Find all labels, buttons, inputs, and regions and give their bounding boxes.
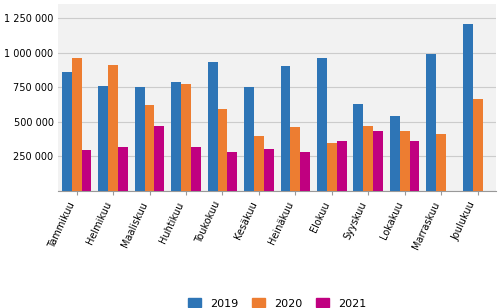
Bar (426, 54, 436, 191)
Bar (280, 66, 290, 191)
Bar (171, 82, 181, 191)
Bar (336, 141, 346, 191)
Bar (364, 126, 373, 191)
Bar (181, 84, 191, 191)
Bar (400, 132, 409, 191)
Bar (228, 152, 237, 191)
Bar (191, 147, 200, 191)
Bar (72, 58, 82, 191)
Bar (218, 109, 228, 191)
Bar (390, 116, 400, 191)
Bar (300, 152, 310, 191)
Bar (254, 136, 264, 191)
Bar (317, 58, 327, 191)
Bar (154, 126, 164, 191)
Bar (410, 141, 420, 191)
Legend: 2019, 2020, 2021: 2019, 2020, 2021 (184, 294, 370, 308)
Bar (208, 62, 218, 191)
Bar (472, 99, 482, 191)
Bar (244, 87, 254, 191)
Bar (144, 105, 154, 191)
Bar (354, 104, 364, 191)
Bar (108, 65, 118, 191)
Bar (264, 149, 274, 191)
Bar (290, 127, 300, 191)
Bar (135, 87, 144, 191)
Bar (62, 72, 72, 191)
Bar (98, 87, 108, 191)
Bar (82, 150, 92, 191)
Bar (118, 147, 128, 191)
Bar (373, 132, 383, 191)
Bar (463, 23, 472, 191)
Bar (327, 143, 336, 191)
Bar (436, 134, 446, 191)
